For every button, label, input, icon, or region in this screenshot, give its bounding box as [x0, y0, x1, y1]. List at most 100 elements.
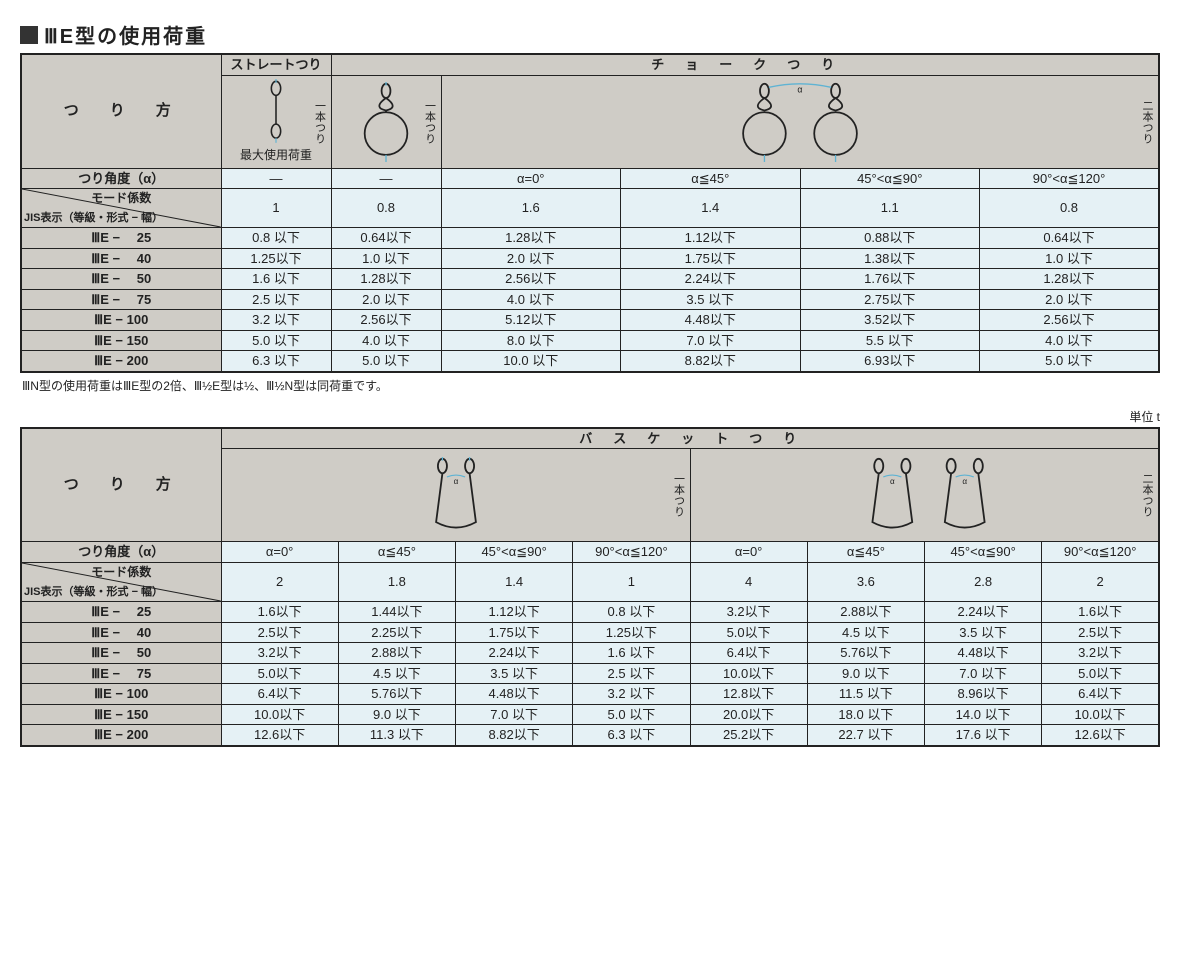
data-cell: 6.3 以下: [573, 725, 690, 746]
t2-angle-0: α=0°: [221, 542, 338, 563]
t1-angle-row: つり角度（α） — — α=0° α≦45° 45°<α≦90° 90°<α≦1…: [21, 168, 1159, 189]
data-cell: 6.4以下: [690, 643, 807, 664]
data-cell: 1.6 以下: [573, 643, 690, 664]
data-cell: 5.76以下: [338, 684, 455, 705]
data-cell: 2.24以下: [456, 643, 573, 664]
row-label: ⅢE − 75: [21, 289, 221, 310]
data-cell: 4.48以下: [456, 684, 573, 705]
data-cell: 1.6 以下: [221, 269, 331, 290]
data-cell: 1.0 以下: [331, 248, 441, 269]
vtext-2leg-a: 二本つり: [1141, 100, 1152, 144]
table-row: ⅢE − 752.5 以下2.0 以下4.0 以下3.5 以下2.75以下2.0…: [21, 289, 1159, 310]
data-cell: 1.76以下: [800, 269, 980, 290]
data-cell: 2.0 以下: [980, 289, 1160, 310]
t2-mode-1: 1.8: [338, 563, 455, 602]
mode-top-1: モード係数: [22, 190, 221, 206]
data-cell: 3.2以下: [1042, 643, 1159, 664]
data-cell: 3.5 以下: [456, 663, 573, 684]
data-cell: 1.25以下: [573, 622, 690, 643]
data-cell: 6.4以下: [1042, 684, 1159, 705]
data-cell: 6.93以下: [800, 351, 980, 372]
data-cell: 2.25以下: [338, 622, 455, 643]
data-cell: 5.0 以下: [221, 330, 331, 351]
t2-mode-0: 2: [221, 563, 338, 602]
data-cell: 4.0 以下: [441, 289, 621, 310]
table-row: ⅢE − 402.5以下2.25以下1.75以下1.25以下5.0以下4.5 以…: [21, 622, 1159, 643]
svg-text:α: α: [963, 478, 968, 487]
t2-angle-row: つり角度（α） α=0° α≦45° 45°<α≦90° 90°<α≦120° …: [21, 542, 1159, 563]
diag-header-1: モード係数 JIS表示（等級・形式 − 幅）: [22, 189, 221, 227]
data-cell: 12.8以下: [690, 684, 807, 705]
data-cell: 10.0以下: [221, 704, 338, 725]
data-cell: 1.28以下: [980, 269, 1160, 290]
t2-mode-2: 1.4: [456, 563, 573, 602]
data-cell: 2.56以下: [331, 310, 441, 331]
vtext-1leg-a: 一本つり: [314, 100, 325, 144]
data-cell: 20.0以下: [690, 704, 807, 725]
data-cell: 2.56以下: [441, 269, 621, 290]
data-cell: 10.0以下: [1042, 704, 1159, 725]
table-row: ⅢE − 251.6以下1.44以下1.12以下0.8 以下3.2以下2.88以…: [21, 602, 1159, 623]
data-cell: 9.0 以下: [338, 704, 455, 725]
table-row: ⅢE − 1003.2 以下2.56以下5.12以下4.48以下3.52以下2.…: [21, 310, 1159, 331]
data-cell: 0.64以下: [980, 228, 1160, 249]
data-cell: 2.5 以下: [573, 663, 690, 684]
data-cell: 1.12以下: [621, 228, 801, 249]
data-cell: 5.0 以下: [573, 704, 690, 725]
data-cell: 5.5 以下: [800, 330, 980, 351]
table-row: ⅢE − 755.0以下4.5 以下3.5 以下2.5 以下10.0以下9.0 …: [21, 663, 1159, 684]
t2-mode-6: 2.8: [925, 563, 1042, 602]
data-cell: 4.5 以下: [807, 622, 924, 643]
t1-mode-3: 1.4: [621, 189, 801, 228]
data-cell: 11.5 以下: [807, 684, 924, 705]
load-table-2: つ り 方 バ ス ケ ッ ト つ り α 一本つり: [20, 427, 1160, 747]
data-cell: 3.5 以下: [621, 289, 801, 310]
data-cell: 2.0 以下: [441, 248, 621, 269]
data-cell: 5.0以下: [690, 622, 807, 643]
t2-mode-7: 2: [1042, 563, 1159, 602]
t2-angle-3: 90°<α≦120°: [573, 542, 690, 563]
data-cell: 1.0 以下: [980, 248, 1160, 269]
t2-mode-3: 1: [573, 563, 690, 602]
row-label: ⅢE − 75: [21, 663, 221, 684]
hdr-basket: バ ス ケ ッ ト つ り: [221, 428, 1159, 449]
icon-choke-2leg: α 二本つり: [441, 75, 1159, 168]
table-row: ⅢE − 1006.4以下5.76以下4.48以下3.2 以下12.8以下11.…: [21, 684, 1159, 705]
table-row: ⅢE − 1505.0 以下4.0 以下8.0 以下7.0 以下5.5 以下4.…: [21, 330, 1159, 351]
data-cell: 7.0 以下: [925, 663, 1042, 684]
data-cell: 25.2以下: [690, 725, 807, 746]
data-cell: 14.0 以下: [925, 704, 1042, 725]
data-cell: 7.0 以下: [456, 704, 573, 725]
row-label: ⅢE − 50: [21, 643, 221, 664]
page-title: ⅢE型の使用荷重: [44, 20, 207, 49]
data-cell: 4.48以下: [621, 310, 801, 331]
row-label: ⅢE − 40: [21, 248, 221, 269]
hdr-choke: チ ョ ー ク つ り: [331, 54, 1159, 75]
icon-basket-1leg: α 一本つり: [221, 449, 690, 542]
angle-label-1: つり角度（α）: [21, 168, 221, 189]
mode-top-2: モード係数: [22, 564, 221, 580]
data-cell: 0.88以下: [800, 228, 980, 249]
data-cell: 2.5 以下: [221, 289, 331, 310]
row-label: ⅢE − 200: [21, 351, 221, 372]
data-cell: 18.0 以下: [807, 704, 924, 725]
data-cell: 5.12以下: [441, 310, 621, 331]
data-cell: 3.2以下: [690, 602, 807, 623]
data-cell: 2.0 以下: [331, 289, 441, 310]
data-cell: 5.0以下: [221, 663, 338, 684]
data-cell: 1.25以下: [221, 248, 331, 269]
data-cell: 2.5以下: [221, 622, 338, 643]
data-cell: 1.12以下: [456, 602, 573, 623]
data-cell: 2.75以下: [800, 289, 980, 310]
table-row: ⅢE − 501.6 以下1.28以下2.56以下2.24以下1.76以下1.2…: [21, 269, 1159, 290]
title-square-icon: [20, 26, 38, 44]
note-text: ⅢN型の使用荷重はⅢE型の2倍、Ⅲ½E型は½、Ⅲ½N型は同荷重です。: [22, 377, 1180, 394]
unit-label: 単位 t: [20, 408, 1160, 425]
row-label: ⅢE − 200: [21, 725, 221, 746]
hdr-straight: ストレートつり: [221, 54, 331, 75]
t1-mode-1: 0.8: [331, 189, 441, 228]
data-cell: 3.2以下: [221, 643, 338, 664]
data-cell: 1.75以下: [621, 248, 801, 269]
data-cell: 2.56以下: [980, 310, 1160, 331]
row-label: ⅢE − 150: [21, 330, 221, 351]
